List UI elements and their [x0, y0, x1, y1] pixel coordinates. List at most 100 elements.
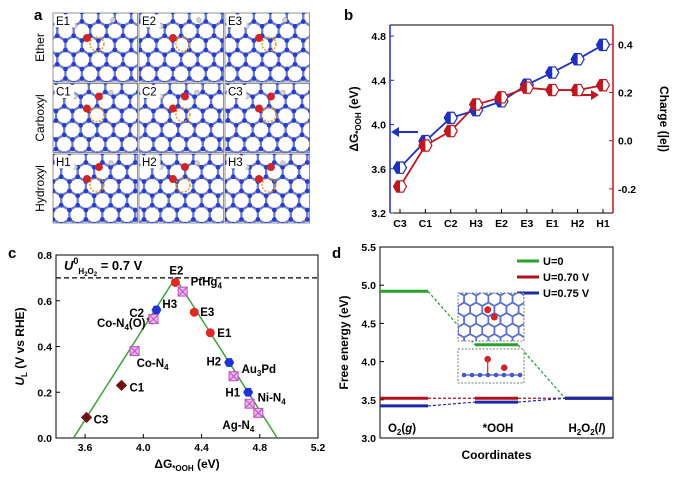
oxygen-atom	[82, 34, 91, 43]
x-tick-label-c1: C1	[419, 218, 433, 230]
hydrogen-atom	[282, 17, 288, 23]
y-tick-label: 4.5	[361, 318, 376, 330]
point-co-n4-o-	[148, 314, 159, 325]
tile-label: C3	[228, 87, 243, 99]
charge-point-c3	[392, 180, 408, 193]
active-site-marker	[89, 177, 105, 193]
tile-label: E1	[56, 16, 70, 28]
structure-tile-e1: E1	[52, 12, 138, 83]
point-c3	[80, 411, 93, 424]
point-h3	[151, 305, 162, 315]
point-co-n4	[129, 346, 140, 357]
oxygen-atom	[266, 163, 275, 172]
point-ni-n4	[244, 398, 255, 409]
left-tick-label: 4.0	[371, 120, 386, 132]
active-site-marker	[261, 106, 277, 123]
point-e3	[189, 307, 199, 317]
descriptor-point-h2	[570, 53, 585, 66]
connector-1	[517, 397, 566, 403]
equilibrium-potential-label: U0H2O2 = 0.7 V	[64, 256, 143, 278]
point-label: Co-N4(O)	[97, 318, 146, 332]
carbon-atom	[526, 373, 531, 378]
point-label: C2	[129, 308, 144, 320]
point-label: H2	[207, 357, 222, 369]
right-tick-label: -0.2	[618, 184, 636, 196]
left-tick-label: 3.6	[371, 164, 386, 176]
y-tick-label: 3.5	[361, 395, 376, 407]
x-tick-label: 4.8	[252, 442, 267, 454]
panel-b-letter: b	[344, 7, 353, 24]
oxygen-atom	[266, 92, 275, 101]
descriptor-point-h1	[595, 38, 611, 52]
structure-grid: Ether E1 E2 E3 Carboxyl C1 C2 C3 Hydroxyl H1 H2 H3	[33, 12, 310, 224]
panel-d-letter: d	[332, 245, 341, 262]
volcano-line	[72, 276, 278, 439]
panel-c-letter: c	[8, 245, 16, 262]
hydrogen-atom	[280, 89, 286, 96]
charge-point-e3	[519, 81, 535, 94]
legend-label-1: U=0.70 V	[543, 272, 590, 284]
point-e2	[170, 277, 180, 287]
structure-tile-c1: C1	[52, 83, 138, 153]
charge-point-h3	[468, 98, 484, 111]
graphene-lattice	[53, 13, 138, 82]
y-axis-label-right: Charge (|e|)	[657, 86, 671, 152]
descriptor-point-c3	[392, 161, 408, 174]
charge-point-e1	[545, 83, 560, 97]
y-tick-label: 3.0	[361, 433, 376, 445]
y-tick-label: 0.0	[37, 433, 52, 445]
tile-label: H3	[228, 157, 243, 169]
point-label: PtHg4	[191, 277, 223, 291]
oxygen-atom	[500, 364, 508, 372]
point-label: H3	[162, 299, 177, 311]
hydrogen-atom	[194, 89, 200, 96]
x-tick-label-h3: H3	[469, 218, 483, 230]
point-label: E2	[169, 265, 183, 277]
point-h2	[224, 358, 235, 367]
right-tick-label: 0.2	[618, 87, 633, 99]
structure-tile-c2: C2	[138, 83, 224, 153]
hydrogen-atom	[108, 160, 114, 166]
free-energy-diagram: 3.0 3.5 4.0 4.5 5.0 5.5 Free energy (eV) Coordi…	[337, 242, 614, 462]
hydrogen-atom	[110, 17, 116, 23]
panel-c: c 3.6 4.0 4.4 4.8 5.2 0.0 0.2 0.4 0.6 0.8 ΔG*OOH (…	[8, 245, 325, 473]
state-label-1: *OOH	[483, 423, 514, 435]
tile-label: H2	[142, 157, 157, 169]
hydrogen-atom	[108, 89, 114, 96]
point-label: Ni-N4	[258, 393, 287, 407]
charge-point-c1	[418, 139, 433, 152]
legend-label-2: U=0.75 V	[543, 288, 590, 300]
active-site-marker	[89, 36, 105, 52]
charge-point-e2	[494, 91, 509, 104]
oxygen-atom	[94, 92, 103, 101]
descriptor-point-c2	[443, 111, 458, 125]
x-tick-label-h1: H1	[596, 218, 610, 230]
oxygen-atom	[180, 92, 189, 101]
point-h1	[243, 387, 254, 397]
right-tick-label: 0.0	[618, 136, 633, 148]
point-label: E3	[200, 307, 214, 319]
panel-b: b 3.2 3.6 4.0 4.4 4.8 -0.2 0.0 0.2 0.4 C3 C1 C2 H3 E2…	[344, 7, 671, 230]
oxygen-atom	[484, 306, 492, 314]
oxygen-atom	[180, 163, 189, 172]
active-site-marker	[175, 177, 191, 193]
structure-tile-c3: C3	[224, 83, 310, 153]
group-label-carboxyl: Carboxyl	[33, 94, 47, 141]
y-tick-label: 4.0	[361, 357, 376, 369]
point-label: Co-N4	[137, 358, 169, 372]
y-axis-label: UL (V vs RHE)	[13, 307, 29, 385]
tile-label: C2	[142, 87, 157, 99]
y-tick-label: 5.5	[361, 242, 376, 254]
point-label: Au3Pd	[242, 364, 276, 378]
active-site-marker	[175, 106, 191, 123]
oxygen-atom	[490, 313, 498, 321]
x-axis-label: ΔG*OOH (eV)	[154, 457, 219, 473]
point-ag-n4	[253, 407, 264, 418]
y-axis-label-left: ΔG*OOH (eV)	[347, 86, 363, 151]
structure-tile-e3: E3	[224, 12, 310, 83]
charge-point-c2	[443, 124, 458, 138]
x-tick-label-c2: C2	[444, 218, 458, 230]
x-tick-label: 3.6	[78, 442, 93, 454]
right-tick-label: 0.4	[618, 39, 633, 51]
point-pthg4	[177, 286, 188, 297]
